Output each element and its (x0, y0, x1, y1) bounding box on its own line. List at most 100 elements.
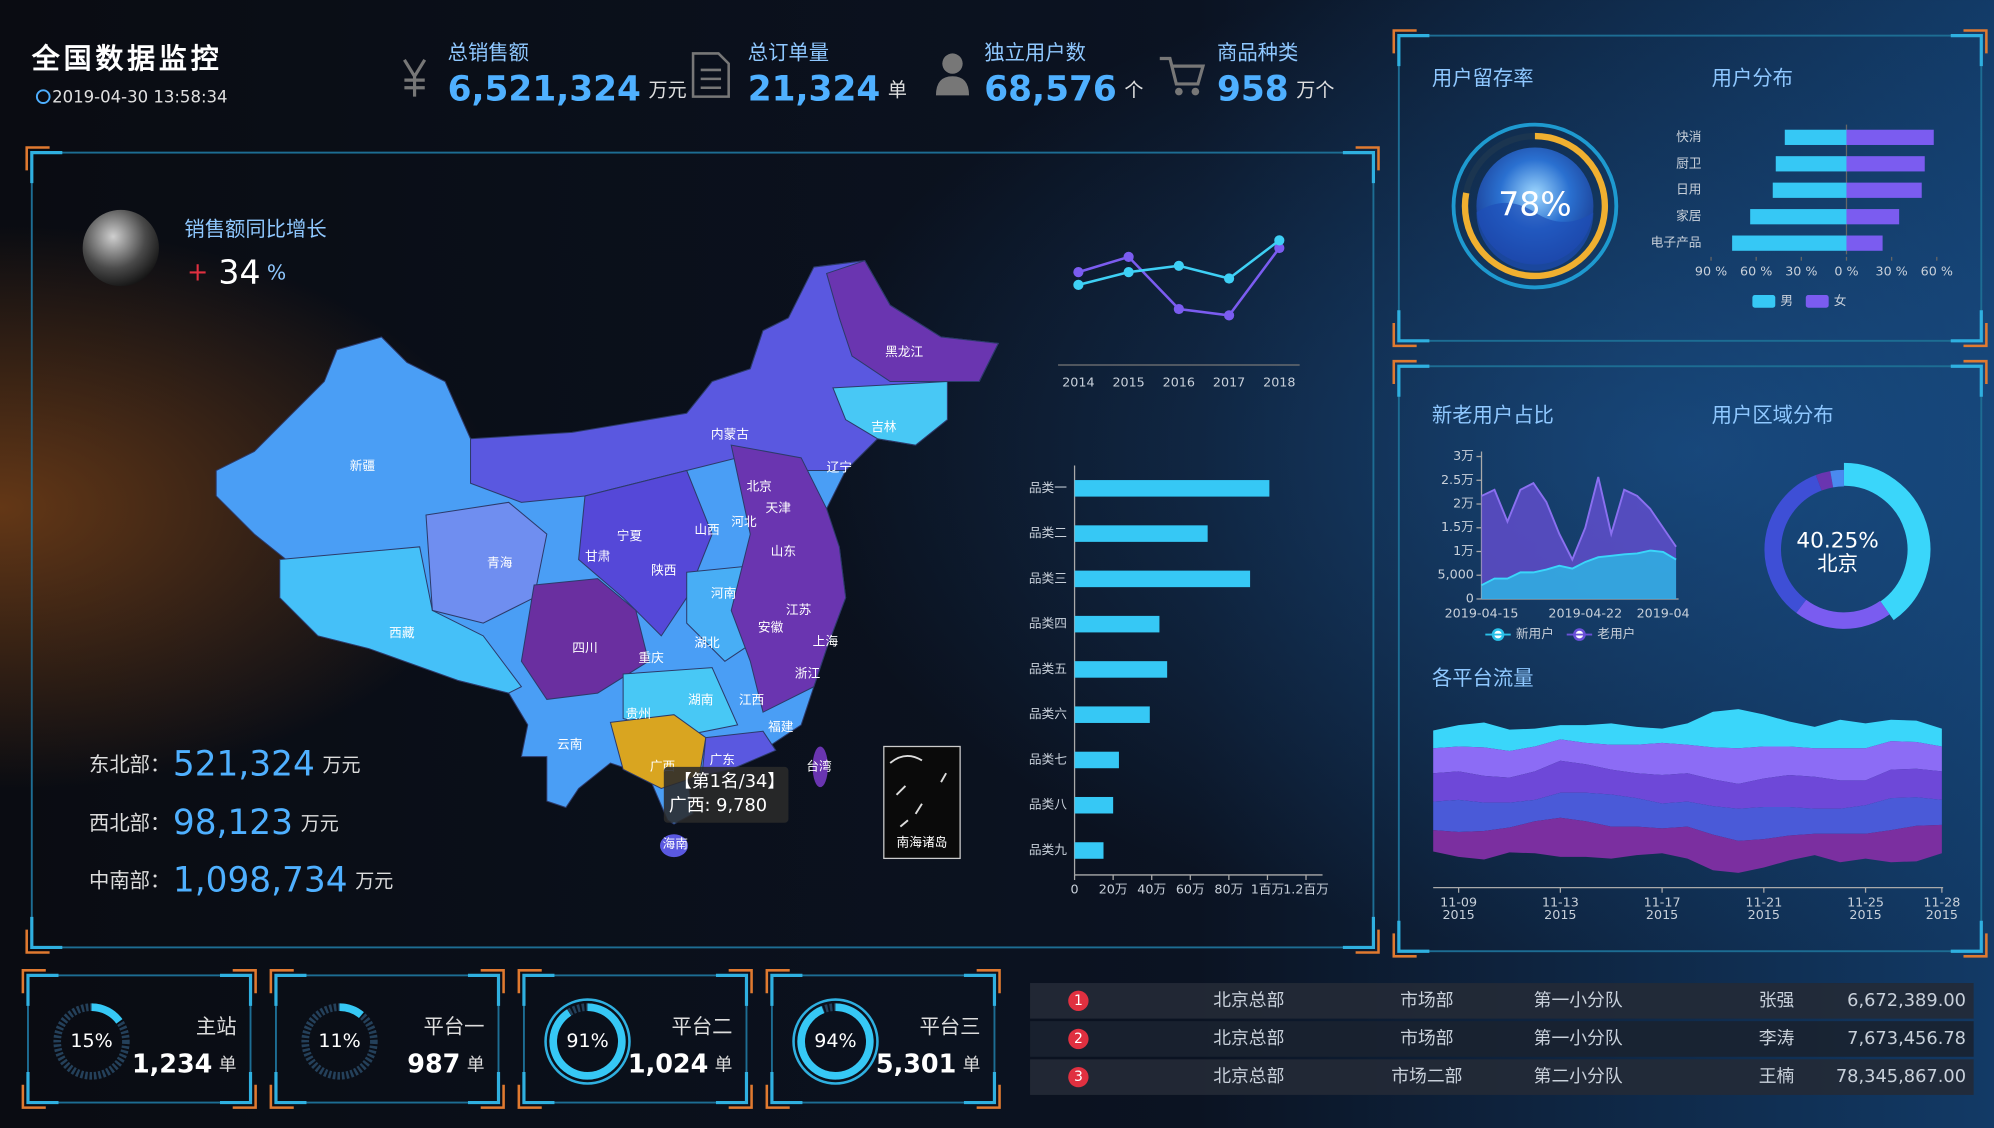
growth-sign: + (187, 256, 208, 286)
legend-label: 新用户 (1516, 626, 1554, 641)
y-tick-label: 2.5万 (1441, 472, 1474, 487)
province-label: 浙江 (795, 666, 821, 681)
table-cell: 张强 (1759, 990, 1795, 1011)
y-tick-label: 日用 (1676, 182, 1701, 197)
x-tick-label: 11-28 (1923, 894, 1960, 909)
platform-name: 平台一 (424, 1015, 485, 1039)
frame-corner (1963, 323, 1988, 348)
province-label: 台湾 (806, 758, 832, 773)
count-number: 987 (407, 1049, 460, 1079)
table-cell: 78,345,867.00 (1836, 1066, 1966, 1087)
x-tick-label: 20万 (1099, 882, 1128, 897)
x-tick-label: 2016 (1163, 374, 1195, 389)
stream-layer (1433, 739, 1942, 784)
bar (1846, 129, 1934, 145)
map-region (825, 260, 1000, 383)
rank-number: 3 (1074, 1069, 1083, 1085)
kpi-value: 21,324 单 (748, 69, 907, 109)
region-label: 东北部： (89, 753, 170, 777)
frame-corner (1963, 933, 1988, 958)
frame-corner (232, 1084, 257, 1109)
frame-corner (1392, 29, 1417, 54)
kpi-label: 商品种类 (1217, 40, 1298, 64)
province-label: 天津 (766, 500, 792, 515)
frame-corner (1963, 359, 1988, 385)
x-tick-label: 2015 (1544, 907, 1576, 922)
x-tick-label: 2015 (1926, 907, 1958, 922)
chart-title: 用户留存率 (1432, 66, 1534, 90)
map-region (578, 469, 713, 637)
gauge-arc (549, 1003, 626, 1080)
region-value: 521,324 (173, 744, 315, 784)
province-label: 上海 (813, 634, 839, 649)
x-tick-label: 40万 (1137, 882, 1166, 897)
frame-corner (1950, 920, 1983, 953)
region-stat: 中南部：1,098,734 万元 (89, 860, 393, 900)
gauge-arc (797, 1003, 874, 1080)
x-tick-label: 11-25 (1847, 894, 1884, 909)
table-cell: 第一小分队 (1534, 990, 1623, 1011)
platform-count: 1,234 单 (132, 1049, 237, 1079)
x-tick-label: 2017 (1213, 374, 1245, 389)
frame-corner (26, 973, 59, 1006)
province-label: 重庆 (638, 650, 664, 665)
platform-count: 5,301 单 (876, 1049, 981, 1079)
bar (1846, 156, 1925, 172)
kpi-number: 68,576 (984, 69, 1116, 109)
tooltip-rank: 【第1名/34】 (674, 771, 785, 792)
kpi-unit: 个 (1124, 79, 1143, 101)
bar (1846, 235, 1883, 251)
cart-wheel (1175, 87, 1183, 96)
x-tick-label: 11-17 (1644, 894, 1681, 909)
page-title: 全国数据监控 (31, 42, 223, 75)
clock-icon (35, 89, 51, 104)
table-cell: 市场二部 (1391, 1066, 1462, 1087)
point (1274, 242, 1285, 254)
gauge-ring (792, 998, 879, 1085)
province-label: 四川 (572, 640, 597, 655)
point (1123, 251, 1134, 262)
donut-category-label: 北京 (1817, 552, 1858, 576)
legend-label: 女 (1834, 293, 1847, 308)
cart-wheel (1191, 87, 1200, 96)
table-cell: 北京总部 (1213, 1028, 1284, 1049)
growth-number: 34 (218, 252, 260, 291)
table-cell: 市场部 (1400, 1028, 1453, 1049)
x-tick-label: 60万 (1176, 882, 1205, 897)
x-tick-label: 60 % (1740, 264, 1772, 279)
cart-icon (1159, 56, 1206, 86)
province-label: 吉林 (871, 419, 897, 434)
kpi-label: 总订单量 (748, 40, 829, 64)
donut-slice (1830, 469, 1845, 488)
donut-slice (1764, 475, 1822, 613)
frame-corner (25, 146, 50, 171)
x-tick-label: 2015 (1849, 907, 1881, 922)
chart-title: 用户区域分布 (1712, 403, 1834, 427)
x-tick-label: 2015 (1442, 907, 1474, 922)
point (1073, 267, 1084, 278)
point (1123, 267, 1134, 278)
point (1223, 310, 1235, 321)
y-tick-label: 品类四 (1029, 616, 1067, 631)
globe-icon (82, 209, 159, 287)
point (1274, 235, 1285, 246)
frame-corner (274, 973, 307, 1006)
chart-title: 新老用户占比 (1432, 403, 1554, 427)
chart-title: 各平台流量 (1432, 666, 1534, 690)
map-region (730, 444, 847, 713)
kpi-unit: 万个 (1296, 79, 1334, 101)
gauge-ring (544, 998, 631, 1085)
y-tick-label: 3万 (1453, 448, 1474, 463)
bar (1074, 570, 1251, 588)
line (1481, 476, 1677, 562)
kpi-unit: 单 (888, 79, 907, 101)
frame-corner (522, 973, 555, 1006)
frame-corner (1950, 310, 1983, 343)
user-icon (942, 53, 963, 74)
region-value: 1,098,734 (173, 860, 348, 900)
y-tick-label: 1.5万 (1441, 519, 1474, 534)
kpi-value: 958 万个 (1217, 69, 1334, 109)
count-unit: 单 (715, 1055, 733, 1076)
donut-slice (1815, 471, 1834, 491)
frame-corner (976, 1084, 1001, 1109)
